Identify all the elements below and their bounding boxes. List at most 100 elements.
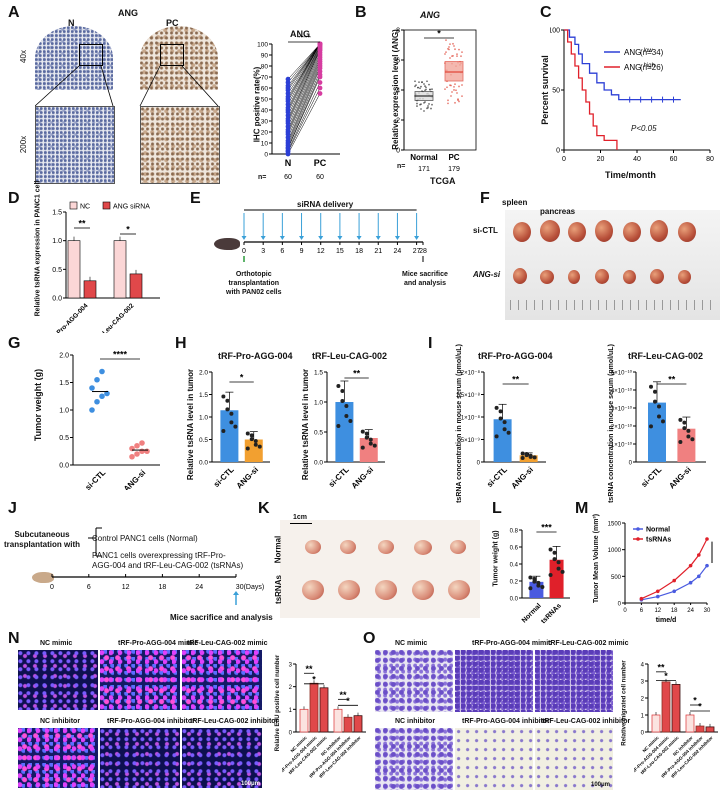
x-tick-label: 18	[671, 608, 678, 614]
y-tick-label: 50	[261, 97, 269, 104]
n-point	[285, 113, 291, 118]
injection-arrowhead	[394, 236, 400, 240]
pair-line	[287, 74, 321, 148]
jitter-point	[682, 426, 687, 431]
x-tick-label: si-CTL	[83, 468, 107, 490]
growth-point	[656, 589, 660, 594]
day-label: 18	[355, 248, 363, 255]
growth-point	[688, 580, 693, 585]
sig-label: ***	[541, 523, 552, 533]
j-treat-line-1: PANC1 cells overexpressing tRF-Pro-	[92, 551, 226, 560]
jitter-point	[447, 102, 449, 105]
tumor-si-3	[568, 270, 580, 284]
k-tumor-t4	[412, 580, 434, 600]
n-point	[285, 105, 291, 111]
jitter-point	[426, 80, 428, 83]
jitter-point	[221, 394, 226, 399]
jitter-point	[548, 547, 553, 552]
y-tick-label: 2	[289, 685, 293, 691]
y-tick-label: 20	[261, 130, 269, 137]
point-si	[134, 442, 140, 449]
bar	[333, 708, 343, 733]
pair-line	[287, 57, 321, 130]
y-tick-label: 0.5	[314, 430, 323, 437]
tumor-si-2	[540, 270, 554, 284]
o-img-nc-mimic	[375, 650, 453, 712]
growth-point	[705, 563, 709, 568]
jitter-point	[690, 437, 695, 442]
panel-a-pc-label: PC	[166, 18, 179, 28]
jitter-point	[450, 95, 452, 97]
jitter-point	[417, 86, 419, 89]
x-tick-label: 20	[597, 156, 605, 163]
bar	[685, 714, 695, 733]
jitter-point	[368, 441, 373, 446]
pair-line	[287, 76, 321, 149]
bar-si	[83, 280, 97, 299]
jitter-point	[649, 424, 653, 429]
jitter-point	[502, 427, 507, 432]
y-tick-label: 6	[396, 58, 400, 65]
bar	[648, 402, 666, 462]
sig-label: *	[437, 29, 441, 39]
panel-letter-i: I	[428, 335, 433, 352]
y-tick-label: 5×10⁻¹⁰	[611, 370, 633, 377]
sig-label: **	[657, 662, 665, 672]
y-tick-label: 1×10⁻¹⁰	[611, 442, 633, 449]
jitter-point	[456, 92, 458, 94]
jitter-point	[253, 442, 258, 447]
jitter-point	[444, 53, 446, 55]
point-ctl	[89, 385, 95, 391]
growth-point	[639, 596, 644, 601]
y-tick-label: 2.0	[199, 370, 208, 377]
jitter-point	[653, 399, 657, 404]
tumor-ctl-1	[513, 222, 531, 242]
n-point	[285, 83, 291, 89]
pair-line	[287, 48, 321, 116]
x-tick-label: si-CTL	[212, 465, 236, 489]
y-tick-label: 70	[261, 75, 269, 82]
x-tick-label: tRF-Pro-AGG-004	[48, 302, 90, 333]
x-tick-label: ANG-si	[667, 465, 693, 491]
pair-line	[287, 49, 321, 119]
jitter-point	[372, 443, 377, 448]
n-label-top-3: tRF-Leu-CAG-002 mimic	[187, 640, 268, 647]
end-line-1: Mice sacrifice	[402, 271, 448, 278]
sig-label: *	[312, 674, 316, 684]
growth-point	[672, 578, 676, 583]
pair-line	[287, 61, 321, 135]
panel-i1-title: tRF-Pro-AGG-004	[478, 351, 553, 361]
jitter-point	[560, 569, 565, 574]
y-tick-label: 0	[477, 461, 481, 467]
ruler	[510, 300, 715, 310]
bar-nc	[113, 240, 127, 299]
panel-k-row-tsrnas: tsRNAs	[273, 575, 283, 604]
y-tick-label: 0.0	[314, 460, 323, 467]
ihc-pc-40x-image	[140, 26, 218, 90]
jitter-point	[423, 110, 425, 112]
legend-high-n: (n=26)	[640, 63, 664, 72]
y-tick-label: 80	[261, 64, 269, 71]
day-label: 28	[419, 248, 427, 255]
x-label: PC	[314, 158, 327, 168]
jitter-point	[419, 87, 421, 90]
jitter-point	[548, 573, 553, 578]
n-label-bot-2: tRF-Pro-AGG-004 inhibitor	[107, 718, 195, 725]
jitter-point	[653, 389, 657, 394]
jitter-point	[498, 409, 503, 414]
ihc-normal-200x-image	[35, 106, 115, 184]
y-tick-label: 0.5	[52, 267, 62, 274]
y-tick-label: 1.0	[199, 415, 208, 422]
bar	[299, 708, 309, 733]
y-tick-label: 0.8	[510, 529, 519, 535]
jitter-point	[425, 86, 427, 89]
jitter-point	[416, 105, 418, 107]
k-tumor-t2	[338, 580, 360, 600]
jitter-point	[427, 106, 429, 109]
n-value: 179	[448, 166, 460, 173]
sig-label: *	[698, 702, 702, 712]
jitter-point	[456, 55, 458, 58]
y-tick-label: 1.5	[59, 380, 69, 387]
survival-curve-high	[564, 29, 618, 150]
